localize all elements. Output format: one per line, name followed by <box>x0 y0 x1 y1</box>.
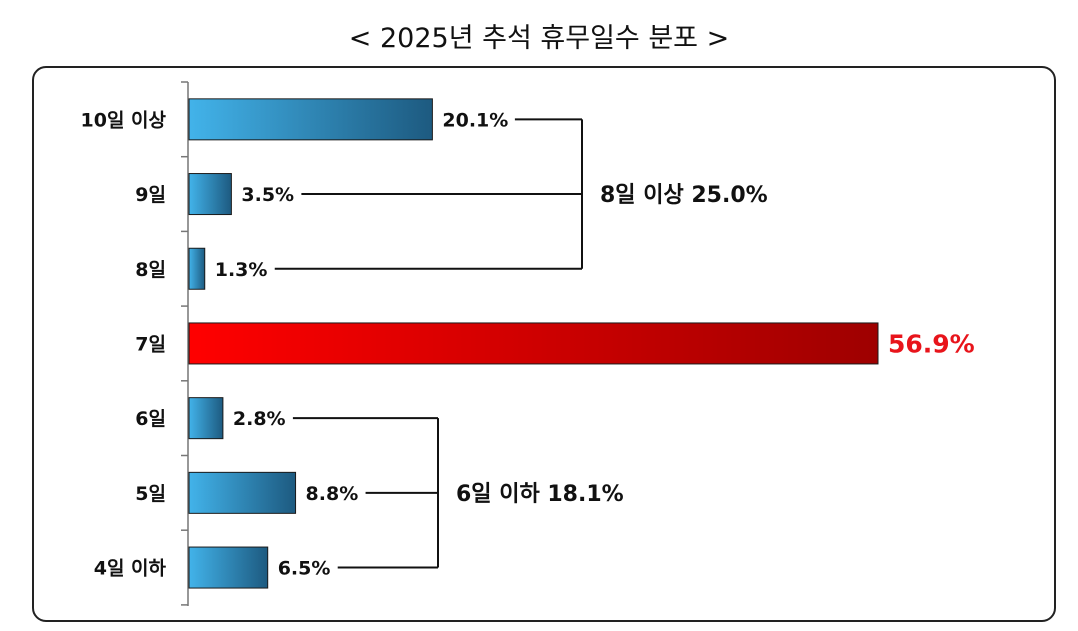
value-label: 8.8% <box>306 483 359 505</box>
bar <box>188 471 297 514</box>
bar-highlight <box>188 322 879 365</box>
highlight-value-label: 56.9% <box>888 329 975 358</box>
category-label: 5일 <box>135 483 166 505</box>
category-label: 7일 <box>135 333 166 355</box>
bar <box>188 397 224 440</box>
category-label: 10일 이상 <box>81 109 167 131</box>
chart-title: < 2025년 추석 휴무일수 분포 > <box>348 23 730 54</box>
bar <box>188 173 232 216</box>
bar <box>188 98 433 141</box>
category-label: 8일 <box>135 259 166 281</box>
chart-frame <box>32 66 1056 622</box>
group-label: 8일 이상 25.0% <box>600 183 768 208</box>
value-label: 2.8% <box>233 408 286 430</box>
value-label: 6.5% <box>278 558 331 580</box>
value-label: 1.3% <box>215 259 268 281</box>
category-label: 6일 <box>135 408 166 430</box>
category-label: 4일 이하 <box>94 558 167 580</box>
value-label: 3.5% <box>241 184 294 206</box>
bar <box>188 247 206 290</box>
value-label: 20.1% <box>442 109 508 131</box>
bar <box>188 546 269 589</box>
category-label: 9일 <box>135 184 166 206</box>
group-label: 6일 이하 18.1% <box>456 482 624 507</box>
